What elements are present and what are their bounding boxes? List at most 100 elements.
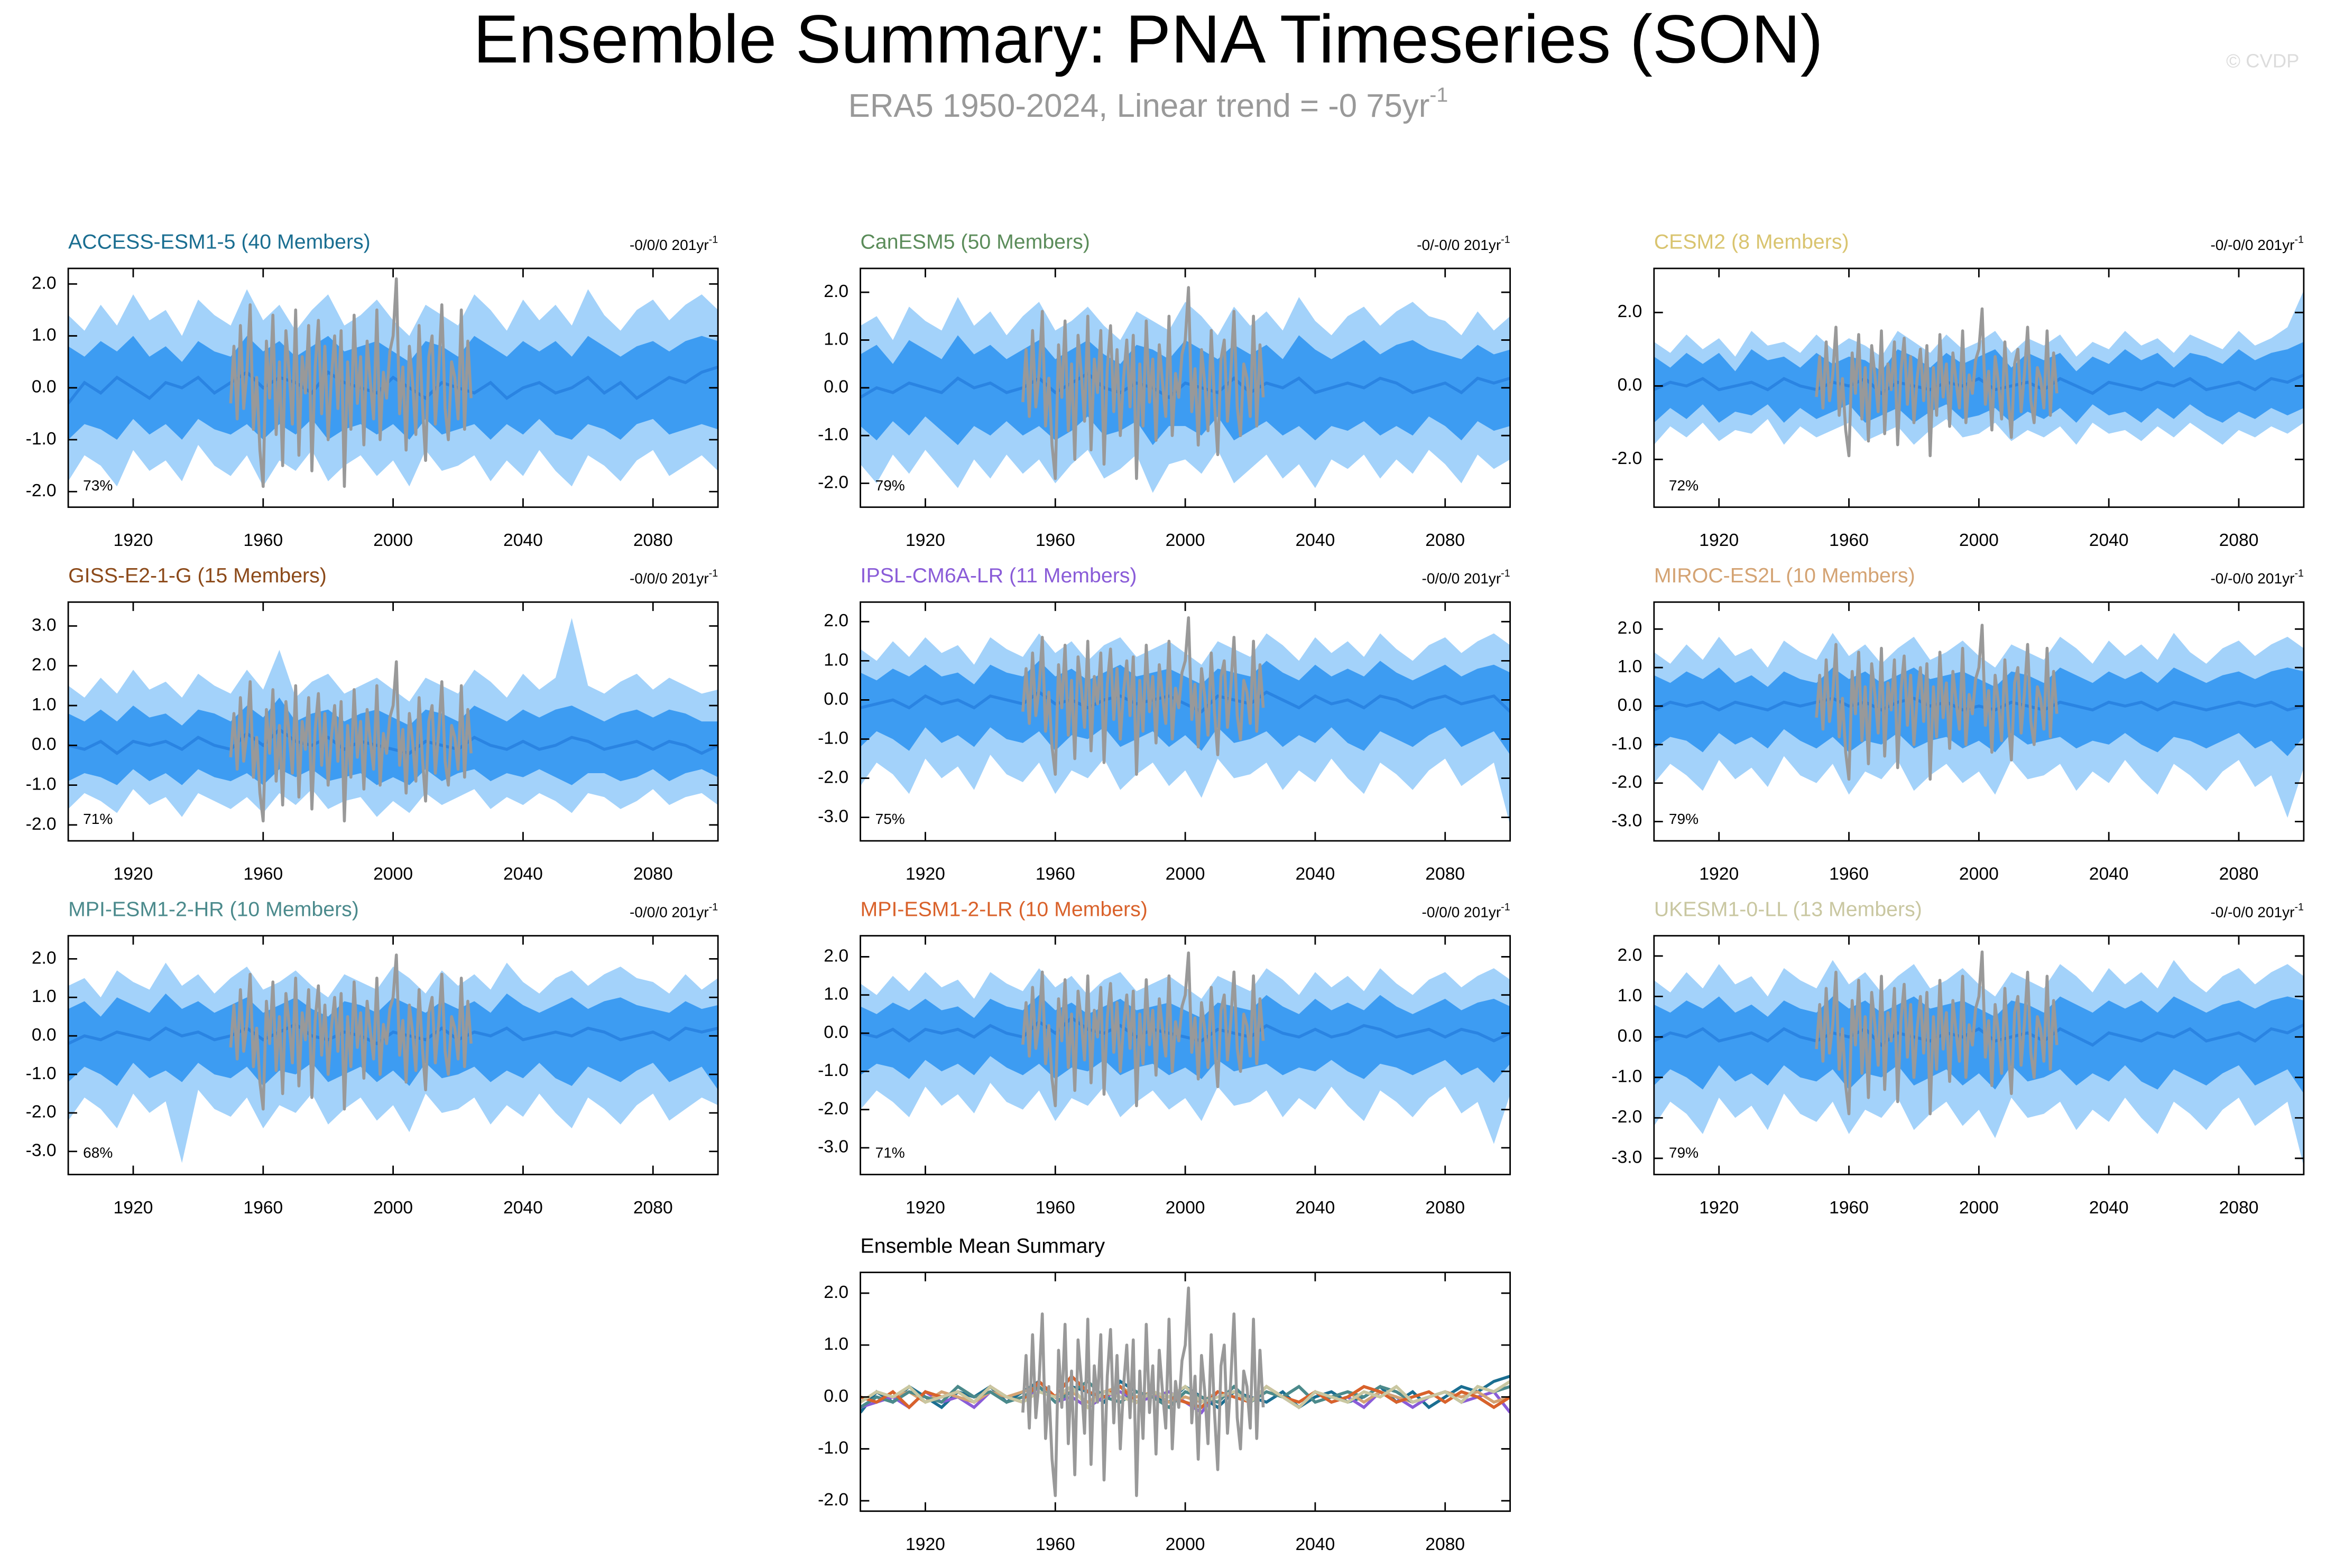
x-tick-label: 2080 [633,1198,673,1218]
pattern-correlation: 71% [875,1145,905,1161]
trend-text: -0/0/0 201yr [630,904,709,921]
y-tick-label: 1.0 [1618,657,1642,676]
trend-exponent: -1 [2294,234,2303,246]
plot-area [1654,624,2304,818]
trend-text: -0/0/0 201yr [630,571,709,587]
x-tick-label: 2040 [1295,865,1335,884]
x-tick-label: 1920 [906,1535,945,1554]
spread-band [68,698,718,785]
x-tick-label: 2000 [373,531,413,550]
x-tick-label: 2040 [2089,865,2129,884]
trend-exponent: -1 [1501,234,1510,246]
y-tick-label: -1.0 [26,775,57,794]
y-tick-label: -2.0 [26,1102,57,1122]
observed-line [1815,624,2059,781]
spread-band [860,995,1510,1083]
x-tick-label: 2040 [503,865,543,884]
spread-band [68,993,718,1090]
plot-area [68,277,718,488]
y-tick-label: -2.0 [818,1099,848,1118]
x-tick-label: 1960 [1036,865,1075,884]
x-tick-label: 2000 [1959,865,1999,884]
y-tick-label: 2.0 [1618,618,1642,638]
y-tick-label: -1.0 [818,425,848,444]
ensemble-mean-line [860,690,1510,714]
spread-band [860,335,1510,446]
ensemble-mean-line [68,1023,718,1045]
x-tick-label: 2040 [2089,1198,2129,1218]
subtitle-exponent: -1 [1429,83,1448,107]
x-tick-label: 1960 [1036,531,1075,550]
x-tick-label: 2080 [2219,865,2259,884]
x-tick-label: 2080 [633,865,673,884]
y-tick-label: -1.0 [26,1064,57,1083]
spread-band [1654,341,2304,423]
trend-label: -0/0/0 201yr-1 [630,568,718,587]
ensemble-mean-line [1654,697,2304,712]
y-tick-label: 0.0 [32,377,57,397]
x-tick-label: 1960 [1829,1198,1869,1218]
x-tick-label: 2080 [1425,1535,1465,1554]
y-tick-label: -2.0 [1611,773,1642,792]
trend-label: -0/0/0 201yr-1 [630,234,718,253]
page-subtitle: ERA5 1950-2024, Linear trend = -0 75yr-1 [848,83,1448,124]
trend-exponent: -1 [709,234,718,246]
pattern-correlation: 68% [83,1145,113,1161]
y-tick-label: -1.0 [818,728,848,748]
trend-text: -0/-0/0 201yr [2210,571,2294,587]
x-tick-label: 2040 [1295,531,1335,550]
pattern-correlation: 79% [1669,1145,1699,1161]
x-tick-label: 2000 [1166,865,1205,884]
trend-label: -0/-0/0 201yr-1 [2210,234,2303,253]
y-tick-label: 0.0 [824,1386,848,1406]
y-tick-label: 2.0 [32,948,57,968]
x-tick-label: 1960 [1036,1535,1075,1554]
x-tick-label: 2000 [1959,1198,1999,1218]
x-tick-label: 2040 [1295,1198,1335,1218]
y-tick-label: 1.0 [824,985,848,1004]
y-tick-label: -1.0 [26,429,57,449]
y-tick-label: 3.0 [32,615,57,635]
trend-label: -0/-0/0 201yr-1 [1417,234,1510,253]
panel-title: ACCESS-ESM1-5 (40 Members) [68,230,371,254]
trend-label: -0/-0/0 201yr-1 [2210,568,2303,587]
y-tick-label: -2.0 [1611,1107,1642,1127]
plot-area [1654,950,2304,1167]
ensemble-mean-line [68,727,718,755]
panel-title: MIROC-ES2L (10 Members) [1654,564,1915,587]
x-tick-label: 1920 [114,865,153,884]
y-tick-label: -2.0 [26,481,57,500]
x-tick-label: 1920 [1699,1198,1739,1218]
panel: 1920 1960 2000 2040 2080 2.0 1.0 0.0 -1.0 -2.0 Can… [818,230,1511,550]
ensemble-mean-line [1654,1023,2304,1047]
y-tick-label: 1.0 [32,695,57,715]
x-tick-label: 2040 [1295,1535,1335,1554]
y-tick-label: 2.0 [1618,302,1642,321]
y-tick-label: -2.0 [818,472,848,492]
y-tick-label: -2.0 [818,767,848,787]
observed-line [229,660,473,823]
spread-band [1654,667,2304,756]
x-tick-label: 2000 [373,1198,413,1218]
panel-title: MPI-ESM1-2-LR (10 Members) [861,897,1148,921]
x-tick-label: 2040 [2089,531,2129,550]
trend-label: -0/-0/0 201yr-1 [2210,902,2303,921]
y-tick-label: 0.0 [824,689,848,709]
x-tick-label: 2080 [2219,531,2259,550]
panel-title: IPSL-CM6A-LR (11 Members) [861,564,1137,587]
observed-line [1815,950,2059,1116]
y-tick-label: 2.0 [824,946,848,966]
x-tick-label: 1960 [1036,1198,1075,1218]
observed-line [1815,307,2059,458]
panel: 1920 1960 2000 2040 2080 2.0 1.0 0.0 -1.0 -2.0 -3.… [818,564,1511,884]
x-tick-label: 2000 [373,865,413,884]
model-mean-line [860,1380,1510,1410]
y-tick-label: 2.0 [32,273,57,293]
plot-area [68,618,718,823]
trend-text: -0/0/0 201yr [630,237,709,253]
panel-title: CanESM5 (50 Members) [861,230,1090,254]
y-tick-label: -2.0 [26,814,57,834]
panel: 1920 1960 2000 2040 2080 2.0 1.0 0.0 -1.0 -2.0 -3.… [26,897,719,1218]
plot-area [860,616,1510,825]
